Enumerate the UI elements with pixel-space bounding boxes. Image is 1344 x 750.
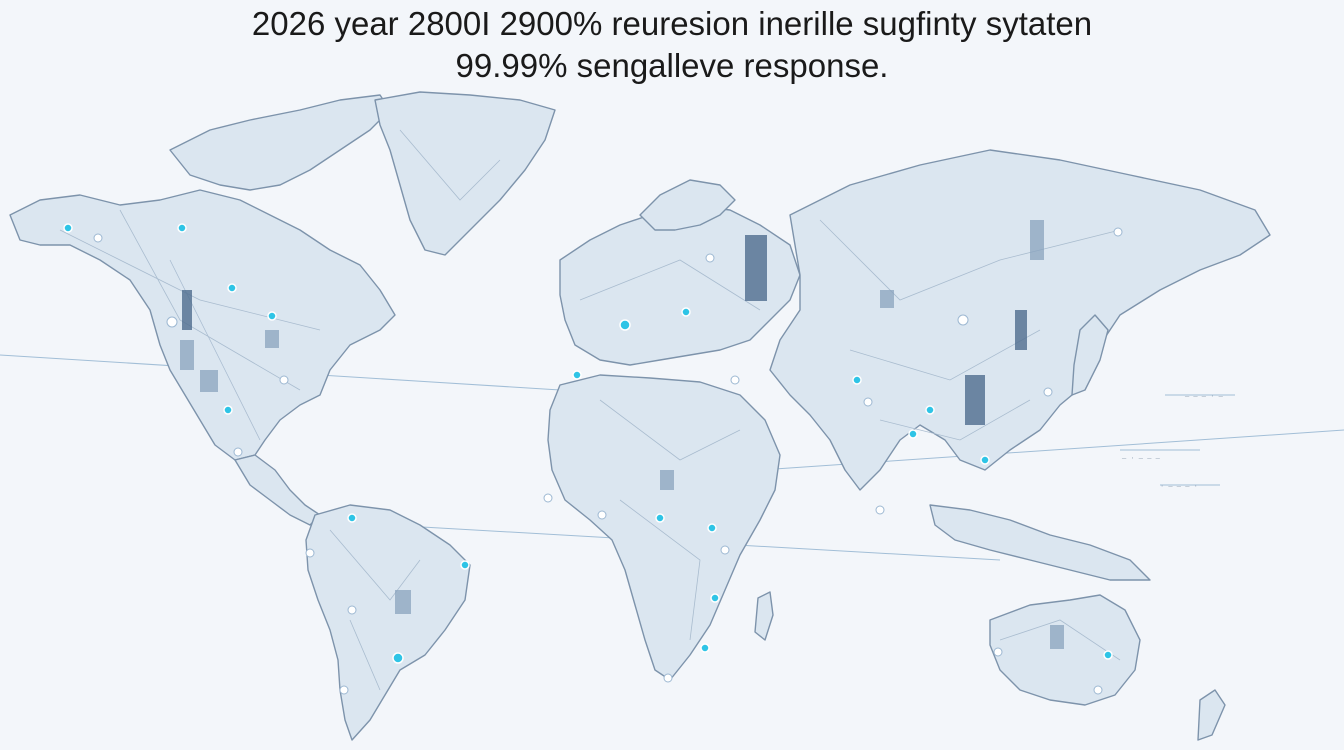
side-annotations: — — — · — — · — — — · — — — · <box>1120 393 1235 491</box>
annotation-mark-2: — · — — — <box>1121 455 1161 463</box>
network-nodes <box>63 223 1123 695</box>
headline-line-1: 2026 year 2800I 2900% reuresion inerille… <box>251 5 1093 42</box>
infrastructure-blocks <box>180 220 1064 649</box>
japan <box>1071 314 1109 396</box>
continent-africa <box>547 374 781 681</box>
central-america <box>234 454 321 526</box>
southeast-asia-islands <box>929 504 1151 581</box>
scandinavia <box>639 179 736 231</box>
headline: 2026 year 2800I 2900% reuresion inerille… <box>0 0 1344 86</box>
continent-south-america <box>305 504 471 741</box>
madagascar <box>754 591 774 641</box>
continent-australia <box>989 594 1141 706</box>
map-grid-detail <box>59 129 1121 691</box>
annotation-mark-1: — — — · — <box>1184 393 1224 401</box>
greenland <box>374 91 556 256</box>
headline-line-2: 99.99% sengalleve response. <box>455 47 889 84</box>
new-zealand <box>1197 689 1226 741</box>
annotation-mark-3: · — — — · <box>1160 483 1198 491</box>
arctic-islands <box>169 94 391 191</box>
